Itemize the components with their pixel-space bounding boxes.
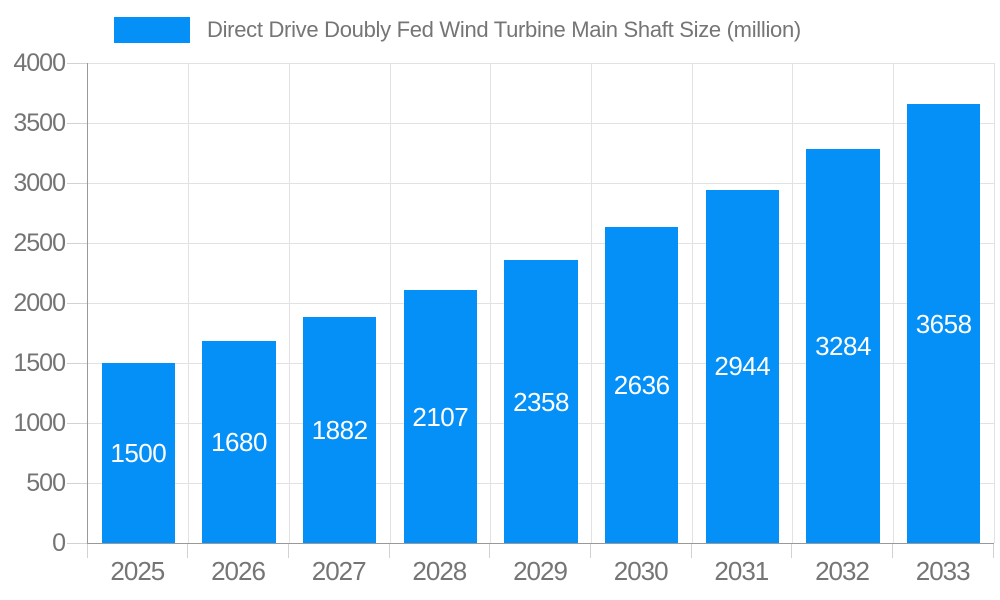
bar-2027 <box>303 317 377 543</box>
y-axis-label: 4000 <box>13 49 66 77</box>
y-axis-label: 1000 <box>13 409 66 437</box>
y-axis-label: 1500 <box>13 349 66 377</box>
bar-2031 <box>705 189 779 543</box>
bar-value-label: 3284 <box>815 330 871 361</box>
bar-2025 <box>101 363 175 543</box>
h-gridline <box>88 182 994 184</box>
bar-value-label: 2107 <box>412 401 469 432</box>
y-axis-label: 500 <box>26 469 66 497</box>
bar-2033 <box>907 104 981 543</box>
bar-value-label: 2636 <box>613 369 670 400</box>
y-axis-tick <box>67 362 87 364</box>
y-axis-label: 0 <box>52 529 66 557</box>
y-axis-label: 3500 <box>13 109 66 137</box>
bar-value-label: 2944 <box>714 351 771 382</box>
bar-2029 <box>504 260 578 543</box>
y-axis-tick <box>67 182 87 184</box>
v-gridline <box>792 63 794 543</box>
v-gridline <box>892 63 894 543</box>
x-axis-tick <box>992 544 994 558</box>
x-axis-tick <box>690 544 692 558</box>
x-axis-label: 2030 <box>613 556 669 586</box>
v-gridline <box>288 63 290 543</box>
bar-2030 <box>605 226 679 543</box>
x-axis-label: 2025 <box>110 556 165 586</box>
x-axis-tick <box>489 544 491 558</box>
bar-2032 <box>806 148 880 543</box>
y-axis-tick <box>67 482 87 484</box>
v-gridline <box>993 63 995 543</box>
bar-value-label: 1882 <box>311 415 368 446</box>
y-axis-tick <box>67 302 87 304</box>
bar-value-label: 1680 <box>211 427 267 458</box>
h-gridline <box>88 62 994 64</box>
plot-area: 1500 1680 1882 2107 2358 2636 2944 3284 3658 <box>87 62 995 544</box>
v-gridline <box>188 63 190 543</box>
y-axis-tick <box>67 542 87 544</box>
legend-swatch <box>114 17 190 43</box>
x-axis-label: 2026 <box>211 556 266 586</box>
x-axis-label: 2029 <box>513 556 568 586</box>
x-axis-label: 2033 <box>915 556 971 586</box>
bar-value-label: 3658 <box>915 308 972 339</box>
h-gridline <box>88 242 994 244</box>
x-axis-tick <box>589 544 591 558</box>
h-gridline <box>88 122 994 124</box>
x-axis-tick <box>388 544 390 558</box>
v-gridline <box>490 63 492 543</box>
y-axis-tick <box>67 242 87 244</box>
legend-label: Direct Drive Doubly Fed Wind Turbine Mai… <box>207 17 801 42</box>
x-axis-tick <box>891 544 893 558</box>
y-axis-tick <box>67 122 87 124</box>
y-axis-label: 2000 <box>13 289 66 317</box>
y-axis-tick <box>67 62 87 64</box>
x-axis-label: 2028 <box>412 556 467 586</box>
y-axis-label: 3000 <box>13 169 66 197</box>
x-axis-label: 2027 <box>311 556 367 586</box>
x-axis-label: 2032 <box>815 556 870 586</box>
x-axis-tick <box>86 544 88 558</box>
bar-2026 <box>202 341 276 543</box>
bar-2028 <box>403 290 477 543</box>
v-gridline <box>389 63 391 543</box>
bar-value-label: 2358 <box>513 386 569 417</box>
y-axis-label: 2500 <box>13 229 66 257</box>
legend: Direct Drive Doubly Fed Wind Turbine Mai… <box>114 16 801 44</box>
x-axis-tick <box>791 544 793 558</box>
x-axis-tick <box>187 544 189 558</box>
y-axis-tick <box>67 422 87 424</box>
x-axis-label: 2031 <box>714 556 769 586</box>
x-axis-tick <box>287 544 289 558</box>
v-gridline <box>590 63 592 543</box>
v-gridline <box>691 63 693 543</box>
bar-value-label: 1500 <box>110 438 167 468</box>
